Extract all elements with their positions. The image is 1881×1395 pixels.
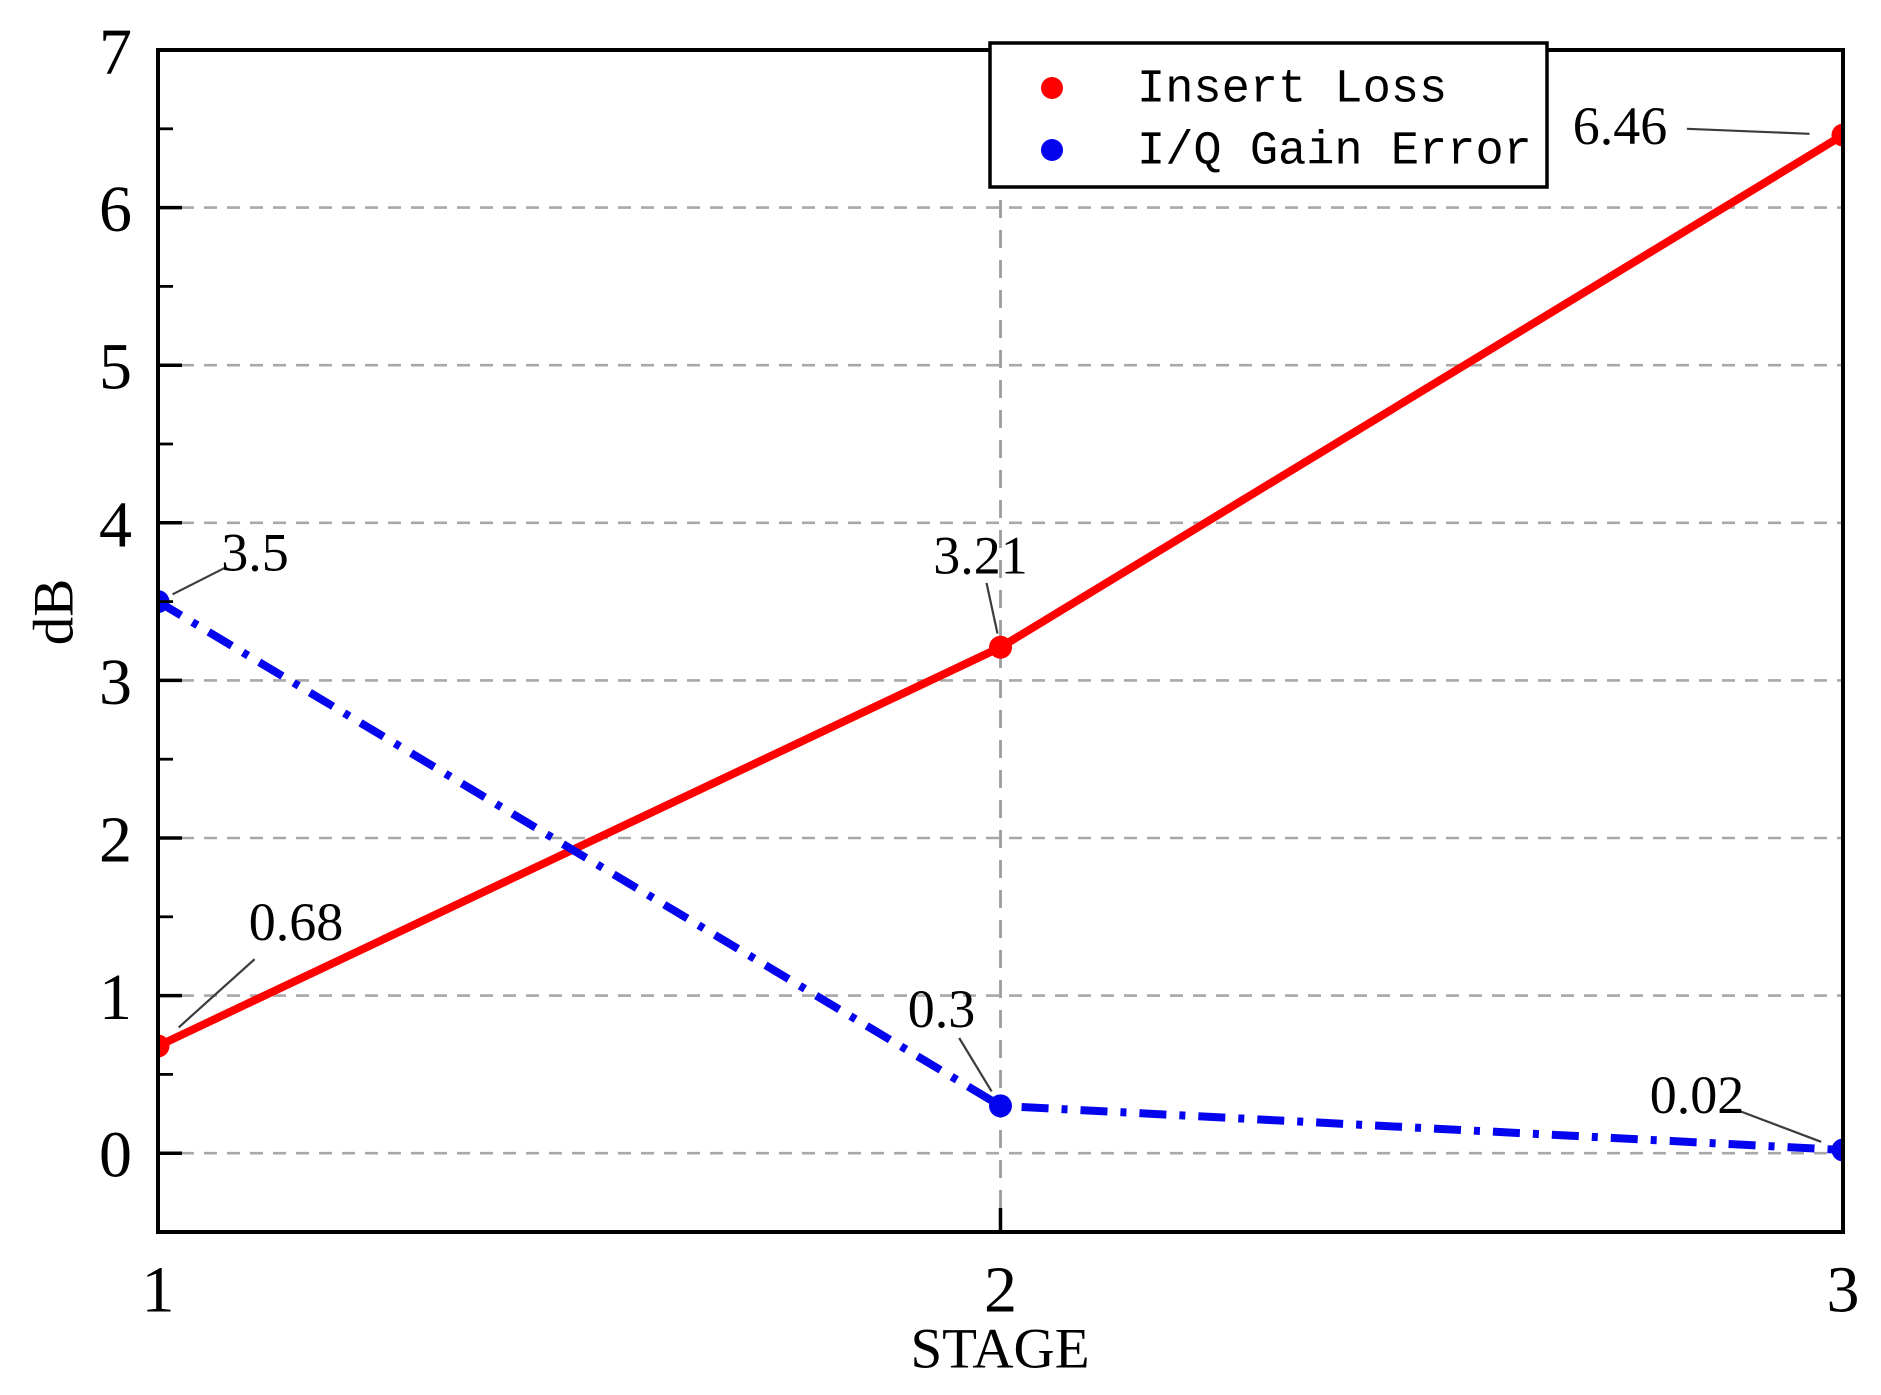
y-tick-label-4: 4: [99, 488, 132, 561]
gridlines: [158, 50, 1843, 1232]
series-i-q-gain-error: [158, 590, 1843, 1162]
legend-label-iq-gain-error: I/Q Gain Error: [1137, 126, 1532, 179]
annotation-leader-0.3: [958, 1037, 993, 1092]
legend-marker-iq-gain-error: [1041, 139, 1063, 161]
y-axis-title: dB: [23, 579, 86, 646]
annotation-label-0.68: 0.68: [249, 892, 344, 952]
series-insert-loss: [158, 123, 1843, 1058]
annotation-label-0.02: 0.02: [1650, 1065, 1745, 1125]
legend-label-insert-loss: Insert Loss: [1137, 64, 1447, 117]
data-point-i-q-gain-error-stage-3: [1831, 1138, 1843, 1162]
annotation-label-0.3: 0.3: [908, 979, 976, 1039]
y-tick-label-2: 2: [99, 804, 132, 877]
annotation-leader-6.46: [1686, 127, 1810, 135]
y-tick-label-6: 6: [99, 173, 132, 246]
annotation-leader-0.68: [177, 958, 256, 1029]
x-tick-label-3: 3: [1827, 1254, 1860, 1327]
x-axis-title: STAGE: [910, 1318, 1089, 1381]
y-tick-label-0: 0: [99, 1119, 132, 1192]
series-line-i-q-gain-error: [158, 598, 1843, 1154]
annotation-leader-3.5: [172, 566, 227, 596]
annotation-label-3.21: 3.21: [933, 525, 1028, 585]
x-tick-label-1: 1: [142, 1254, 175, 1327]
legend: Insert Loss I/Q Gain Error: [988, 41, 1549, 189]
data-point-insert-loss-stage-2: [989, 635, 1012, 659]
data-point-i-q-gain-error-stage-2: [989, 1094, 1012, 1118]
annotation-leader-3.21: [985, 582, 999, 634]
axis-ticks: [156, 48, 1845, 1234]
data-point-insert-loss-stage-3: [1831, 123, 1843, 147]
data-series-group: [158, 123, 1843, 1162]
annotation-label-6.46: 6.46: [1573, 96, 1668, 156]
legend-marker-insert-loss: [1041, 77, 1063, 99]
annotation-leader-0.02: [1740, 1110, 1822, 1143]
data-point-insert-loss-stage-1: [158, 1034, 170, 1058]
x-tick-label-2: 2: [984, 1254, 1017, 1327]
legend-box: [988, 41, 1549, 189]
annotations: 3.5 0.68 3.21 0.3 6.46 0.02: [172, 96, 1822, 1143]
annotation-label-3.5: 3.5: [221, 523, 289, 583]
y-tick-label-1: 1: [99, 961, 132, 1034]
y-tick-label-7: 7: [99, 16, 132, 89]
y-tick-label-3: 3: [99, 646, 132, 719]
y-tick-label-5: 5: [99, 331, 132, 404]
